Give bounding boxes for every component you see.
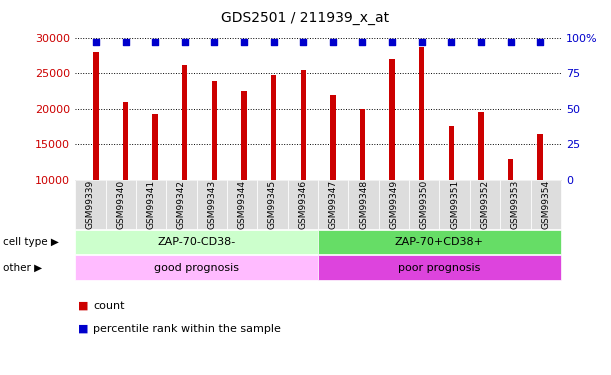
Text: GSM99342: GSM99342 — [177, 180, 186, 229]
Text: GDS2501 / 211939_x_at: GDS2501 / 211939_x_at — [221, 11, 390, 25]
Text: GSM99352: GSM99352 — [480, 180, 489, 229]
Text: GSM99353: GSM99353 — [511, 180, 520, 229]
Point — [180, 39, 189, 45]
Point — [91, 39, 101, 45]
Point — [150, 39, 160, 45]
Text: percentile rank within the sample: percentile rank within the sample — [93, 324, 281, 333]
Bar — [153, 114, 158, 251]
Bar — [241, 91, 247, 251]
Point — [269, 39, 279, 45]
Bar — [478, 112, 483, 251]
Text: GSM99341: GSM99341 — [147, 180, 156, 229]
Text: ■: ■ — [78, 301, 89, 311]
Point — [506, 39, 516, 45]
Point — [417, 39, 426, 45]
Text: ZAP-70-CD38-: ZAP-70-CD38- — [158, 237, 236, 247]
Bar — [389, 59, 395, 251]
Bar — [93, 53, 98, 251]
Text: GSM99351: GSM99351 — [450, 180, 459, 229]
Text: GSM99349: GSM99349 — [389, 180, 398, 229]
Point — [387, 39, 397, 45]
Bar — [211, 81, 217, 251]
Text: GSM99354: GSM99354 — [541, 180, 551, 229]
Point — [239, 39, 249, 45]
Bar — [538, 134, 543, 251]
Text: poor prognosis: poor prognosis — [398, 262, 481, 273]
Bar — [123, 102, 128, 251]
Text: other ▶: other ▶ — [3, 262, 42, 273]
Text: GSM99345: GSM99345 — [268, 180, 277, 229]
Text: GSM99340: GSM99340 — [116, 180, 125, 229]
Text: GSM99343: GSM99343 — [207, 180, 216, 229]
Bar — [330, 95, 335, 251]
Bar — [448, 126, 454, 251]
Text: GSM99350: GSM99350 — [420, 180, 429, 229]
Bar — [271, 75, 276, 251]
Point — [298, 39, 308, 45]
Bar — [301, 70, 306, 251]
Bar — [360, 109, 365, 251]
Text: count: count — [93, 301, 125, 311]
Point — [328, 39, 338, 45]
Text: ■: ■ — [78, 324, 89, 333]
Point — [210, 39, 219, 45]
Text: ZAP-70+CD38+: ZAP-70+CD38+ — [395, 237, 484, 247]
Point — [535, 39, 545, 45]
Text: cell type ▶: cell type ▶ — [3, 237, 59, 247]
Point — [447, 39, 456, 45]
Text: GSM99348: GSM99348 — [359, 180, 368, 229]
Text: GSM99347: GSM99347 — [329, 180, 338, 229]
Bar — [508, 159, 513, 251]
Text: GSM99346: GSM99346 — [298, 180, 307, 229]
Bar — [182, 65, 188, 251]
Point — [476, 39, 486, 45]
Point — [357, 39, 367, 45]
Text: GSM99344: GSM99344 — [238, 180, 247, 229]
Text: good prognosis: good prognosis — [154, 262, 239, 273]
Text: GSM99339: GSM99339 — [86, 180, 95, 229]
Point — [120, 39, 130, 45]
Bar — [419, 47, 425, 251]
